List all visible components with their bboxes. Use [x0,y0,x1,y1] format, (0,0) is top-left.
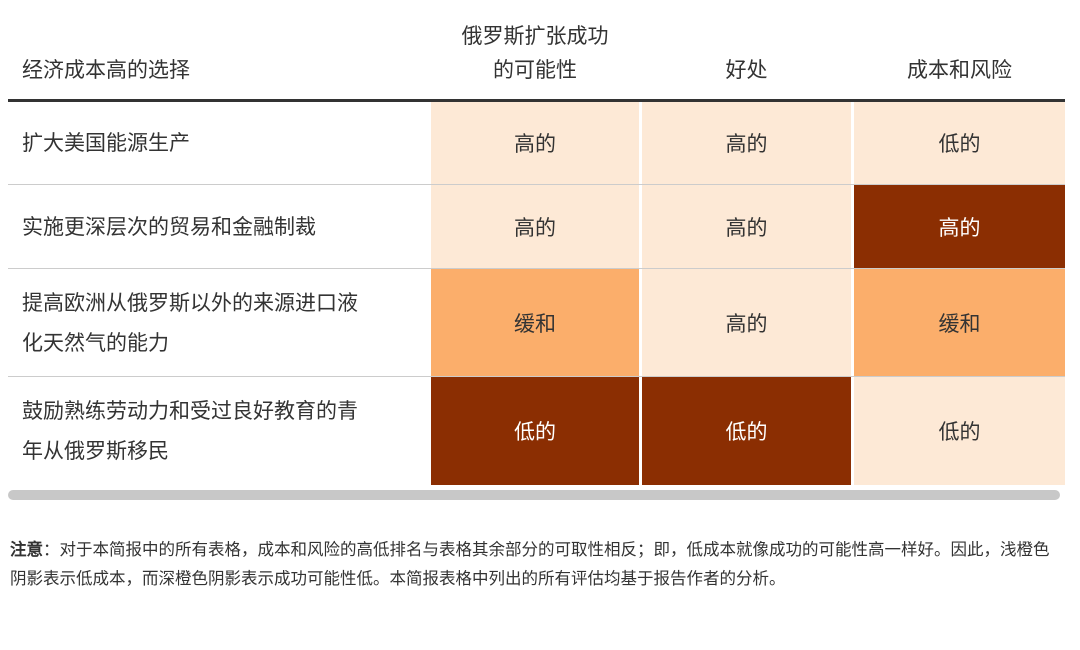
note-label: 注意 [10,540,43,559]
likelihood-cell: 低的 [431,377,639,485]
table-note: 注意：对于本简报中的所有表格，成本和风险的高低排名与表格其余部分的可取性相反；即… [10,535,1060,593]
table-header: 经济成本高的选择 俄罗斯扩张成功 的可能性 好处 成本和风险 [8,0,1065,102]
table-row: 提高欧洲从俄罗斯以外的来源进口液 化天然气的能力 缓和 高的 缓和 [8,269,1065,377]
table-row: 鼓励熟练劳动力和受过良好教育的青 年从俄罗斯移民 低的 低的 低的 [8,377,1065,485]
row-label: 提高欧洲从俄罗斯以外的来源进口液 化天然气的能力 [22,290,358,355]
row-label: 实施更深层次的贸易和金融制裁 [22,214,316,239]
note-text: ：对于本简报中的所有表格，成本和风险的高低排名与表格其余部分的可取性相反；即，低… [10,540,1050,588]
benefits-cell: 高的 [642,102,851,184]
header-cost-risk: 成本和风险 [907,58,1012,82]
header-benefits: 好处 [725,58,768,82]
row-label: 扩大美国能源生产 [22,131,190,155]
likelihood-cell: 高的 [431,185,639,268]
table-row: 扩大美国能源生产 高的 高的 低的 [8,102,1065,185]
cost-risk-cell: 低的 [854,377,1065,485]
header-likelihood: 俄罗斯扩张成功 的可能性 [461,24,609,82]
benefits-cell: 高的 [642,269,851,376]
header-option: 经济成本高的选择 [22,58,190,82]
table-row: 实施更深层次的贸易和金融制裁 高的 高的 高的 [8,185,1065,269]
benefits-cell: 高的 [642,185,851,268]
horizontal-scrollbar[interactable] [8,490,1060,500]
assessment-table: 经济成本高的选择 俄罗斯扩张成功 的可能性 好处 成本和风险 扩大美国能源生产 … [8,0,1065,485]
row-label: 鼓励熟练劳动力和受过良好教育的青 年从俄罗斯移民 [22,399,358,463]
benefits-cell: 低的 [642,377,851,485]
cost-risk-cell: 缓和 [854,269,1065,376]
cost-risk-cell: 高的 [854,185,1065,268]
cost-risk-cell: 低的 [854,102,1065,184]
likelihood-cell: 高的 [431,102,639,184]
likelihood-cell: 缓和 [431,269,639,376]
